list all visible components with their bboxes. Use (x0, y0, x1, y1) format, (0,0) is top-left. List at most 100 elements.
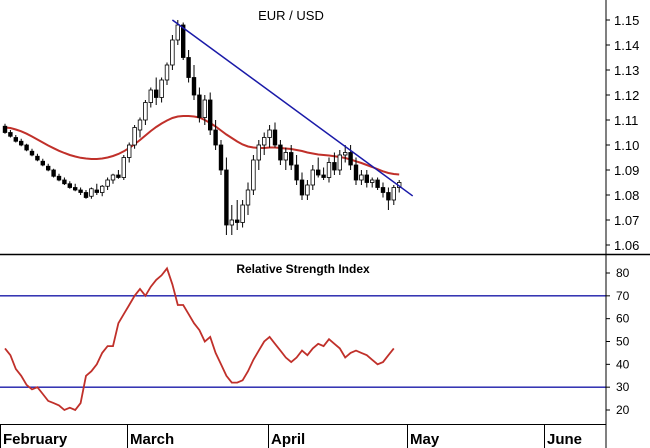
candle-body (40, 160, 45, 166)
candle-body (89, 188, 94, 197)
candle-body (105, 179, 110, 187)
candle (24, 143, 29, 152)
candle (127, 142, 132, 163)
candle (18, 138, 24, 147)
candle-body (78, 189, 83, 193)
candle (2, 123, 8, 134)
candle-body (245, 189, 251, 206)
candle (67, 181, 72, 189)
candle-body (8, 132, 13, 137)
price-panel: EUR / USD (2, 8, 414, 235)
rsi-line (4, 266, 395, 412)
trendline-layer (171, 19, 414, 197)
candle (294, 155, 299, 185)
candle (40, 158, 45, 167)
candle-body (213, 129, 218, 146)
candle (94, 183, 99, 195)
candle (159, 77, 164, 103)
candle (137, 117, 143, 138)
candle (315, 157, 321, 178)
candle (234, 200, 240, 230)
candle-body (29, 150, 35, 156)
price-tick-label: 1.14 (614, 38, 639, 53)
rsi-tick-label: 60 (616, 312, 630, 326)
candle-body (278, 144, 283, 161)
rsi-tick-label: 50 (616, 335, 630, 349)
candle (186, 50, 191, 83)
candle-body (321, 174, 326, 178)
candle-body (2, 125, 8, 133)
candle (332, 152, 337, 175)
candle-body (256, 144, 261, 161)
candle (310, 165, 315, 190)
rsi-panel: Relative Strength Index (0, 262, 606, 412)
candle (100, 185, 105, 197)
candle (245, 182, 251, 215)
candle-body (197, 94, 202, 118)
candle (153, 77, 159, 105)
candle (391, 185, 396, 205)
candle-body (364, 174, 369, 183)
candle-body (386, 192, 391, 201)
candle-body (207, 99, 213, 131)
candle-body (170, 39, 175, 66)
candle (326, 157, 332, 183)
candle (240, 200, 245, 228)
candle-body (202, 99, 207, 118)
candle-body (35, 155, 40, 161)
price-tick-label: 1.12 (614, 88, 639, 103)
rsi-tick-label: 70 (616, 289, 630, 303)
price-tick-label: 1.09 (614, 163, 639, 178)
candle (56, 173, 62, 182)
candle (121, 155, 126, 180)
candle (62, 177, 67, 185)
candle (78, 187, 83, 195)
candle-body (342, 152, 348, 156)
candle-body (46, 165, 51, 171)
month-label: March (130, 431, 174, 448)
candle (143, 100, 148, 125)
candle-body (62, 179, 67, 185)
candle-body (326, 162, 332, 178)
rsi-line-layer (4, 266, 395, 412)
candle-body (348, 152, 353, 166)
candle (375, 177, 380, 190)
candle-body (229, 219, 234, 226)
candle-body (272, 129, 278, 146)
candle-body (369, 179, 375, 183)
candle-body (332, 162, 337, 171)
candle-body (251, 159, 256, 191)
candle-body (73, 187, 78, 191)
candle-body (164, 64, 170, 81)
candle (229, 205, 234, 235)
candle-body (294, 164, 299, 181)
candle-body (83, 192, 89, 198)
price-tick-label: 1.15 (614, 13, 639, 28)
candle-body (137, 119, 143, 131)
price-tick-label: 1.08 (614, 188, 639, 203)
rsi-tick-label: 30 (616, 380, 630, 394)
candle (251, 155, 256, 195)
candle (288, 145, 294, 170)
candle (191, 65, 197, 100)
candle-body (24, 144, 29, 151)
moving-average-line (4, 115, 400, 176)
candle (35, 153, 40, 162)
candle (278, 140, 283, 165)
candle-body (94, 189, 99, 193)
candle (353, 157, 359, 185)
candle-body (153, 89, 159, 98)
candle (73, 183, 78, 192)
candle-body (110, 174, 116, 181)
candle (83, 190, 89, 199)
candle (105, 177, 110, 190)
candle-body (337, 154, 342, 171)
candle-body (380, 187, 386, 193)
candle-body (13, 137, 18, 142)
candle-body (56, 175, 62, 181)
candle-body (359, 174, 364, 181)
candle (13, 135, 18, 143)
candle (202, 95, 207, 125)
candle (197, 87, 202, 123)
candle-body (391, 187, 396, 201)
